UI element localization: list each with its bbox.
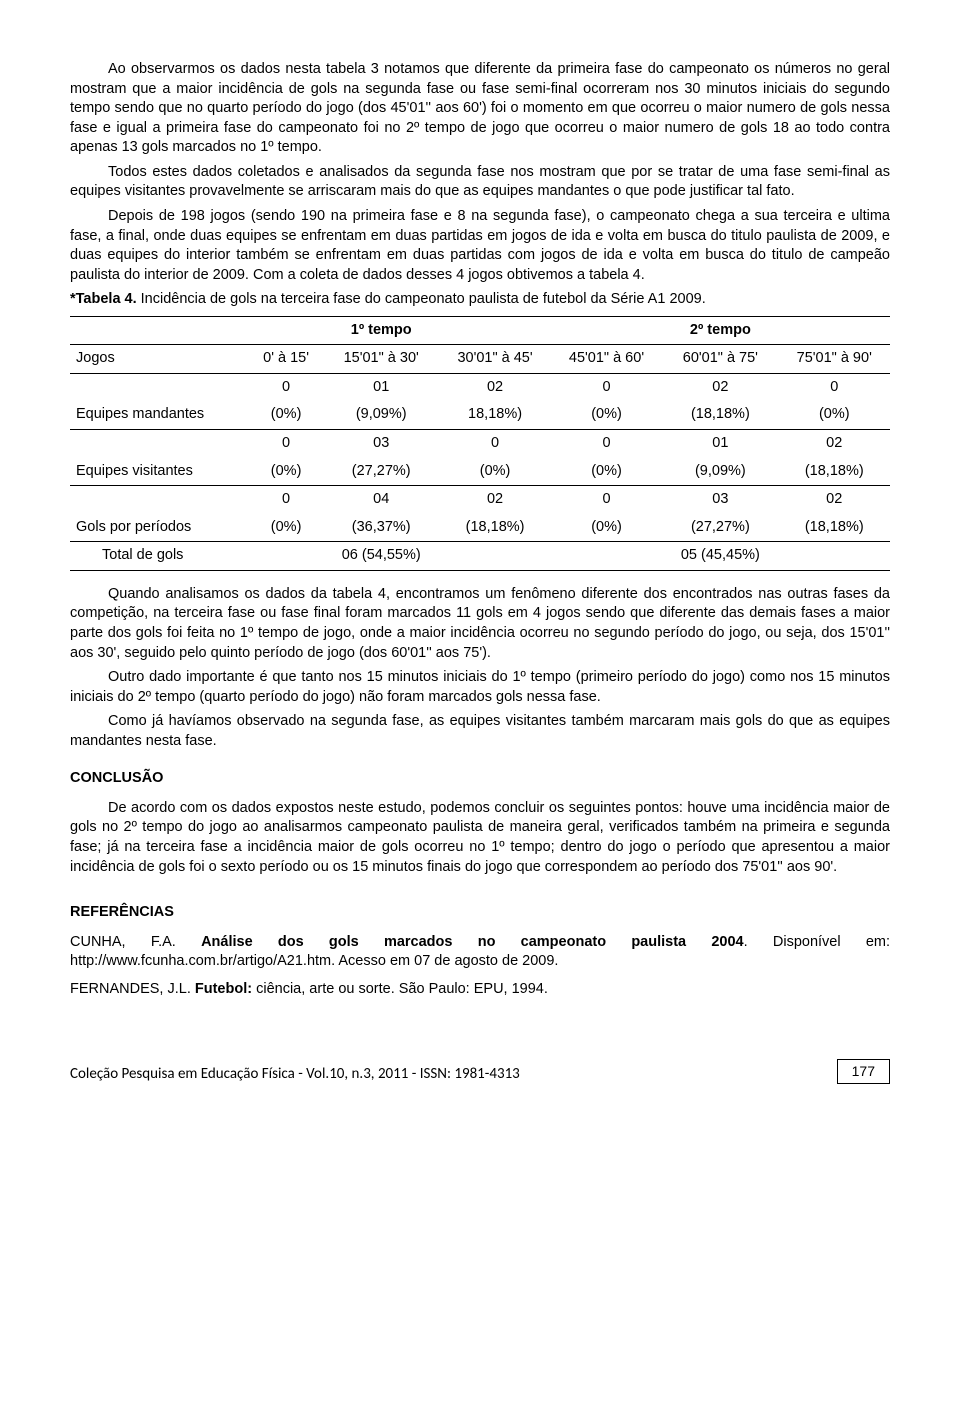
row1-label: Equipes mandantes [70, 401, 249, 429]
paragraph-5: Outro dado importante é que tanto nos 15… [70, 668, 890, 707]
r2b1: (27,27%) [323, 458, 439, 486]
r3t0: 0 [249, 486, 323, 514]
r2t3: 0 [551, 430, 662, 458]
r3t4: 03 [662, 486, 778, 514]
ref2-author: FERNANDES, J.L. [70, 981, 195, 997]
r1t3: 0 [551, 373, 662, 401]
col-h-1: 15'01" à 30' [323, 345, 439, 374]
r2t2: 0 [439, 430, 550, 458]
r1t2: 02 [439, 373, 550, 401]
paragraph-2: Todos estes dados coletados e analisados… [70, 163, 890, 202]
paragraph-1: Ao observarmos os dados nesta tabela 3 n… [70, 60, 890, 158]
col-h-0: 0' à 15' [249, 345, 323, 374]
paragraph-6: Como já havíamos observado na segunda fa… [70, 712, 890, 751]
r1t0: 0 [249, 373, 323, 401]
ref2-rest: ciência, arte ou sorte. São Paulo: EPU, … [252, 981, 548, 997]
r3t3: 0 [551, 486, 662, 514]
table-caption-label: *Tabela 4. [70, 291, 137, 307]
r3b2: (18,18%) [439, 514, 550, 542]
row3-label: Gols por períodos [70, 514, 249, 542]
row4-val1: 06 (54,55%) [323, 542, 439, 571]
r1b5: (0%) [779, 401, 891, 429]
row4-val2: 05 (45,45%) [662, 542, 778, 571]
r2t0: 0 [249, 430, 323, 458]
r3b5: (18,18%) [779, 514, 891, 542]
col-h-3: 45'01" à 60' [551, 345, 662, 374]
r2t1: 03 [323, 430, 439, 458]
table-caption: *Tabela 4. Incidência de gols na terceir… [70, 290, 890, 310]
page-number: 177 [837, 1059, 890, 1084]
conclusao-text: De acordo com os dados expostos neste es… [70, 799, 890, 877]
r2b0: (0%) [249, 458, 323, 486]
r1t4: 02 [662, 373, 778, 401]
r1t5: 0 [779, 373, 891, 401]
reference-1: CUNHA, F.A. Análise dos gols marcados no… [70, 933, 890, 972]
ref1-title: Análise dos gols marcados no campeonato … [201, 934, 744, 950]
col-jogos: Jogos [70, 345, 249, 374]
r1t1: 01 [323, 373, 439, 401]
r2t4: 01 [662, 430, 778, 458]
r3b0: (0%) [249, 514, 323, 542]
paragraph-4: Quando analisamos os dados da tabela 4, … [70, 585, 890, 663]
table-caption-text: Incidência de gols na terceira fase do c… [137, 291, 706, 307]
r3b4: (27,27%) [662, 514, 778, 542]
tabela-4: 1º tempo 2º tempo Jogos 0' à 15' 15'01" … [70, 316, 890, 571]
r3t5: 02 [779, 486, 891, 514]
header-2tempo: 2º tempo [662, 316, 778, 345]
r3t1: 04 [323, 486, 439, 514]
r2b3: (0%) [551, 458, 662, 486]
r1b1: (9,09%) [323, 401, 439, 429]
col-h-2: 30'01" à 45' [439, 345, 550, 374]
r3b1: (36,37%) [323, 514, 439, 542]
r3t2: 02 [439, 486, 550, 514]
page-footer: Coleção Pesquisa em Educação Física - Vo… [70, 1059, 890, 1084]
r1b2: 18,18%) [439, 401, 550, 429]
r3b3: (0%) [551, 514, 662, 542]
referencias-heading: REFERÊNCIAS [70, 903, 890, 923]
r2b4: (9,09%) [662, 458, 778, 486]
r1b3: (0%) [551, 401, 662, 429]
row2-label: Equipes visitantes [70, 458, 249, 486]
col-h-5: 75'01" à 90' [779, 345, 891, 374]
conclusao-heading: CONCLUSÃO [70, 769, 890, 789]
r1b0: (0%) [249, 401, 323, 429]
col-h-4: 60'01" à 75' [662, 345, 778, 374]
ref1-author: CUNHA, F.A. [70, 934, 201, 950]
r2t5: 02 [779, 430, 891, 458]
row4-label: Total de gols [70, 542, 249, 571]
paragraph-3: Depois de 198 jogos (sendo 190 na primei… [70, 207, 890, 285]
r1b4: (18,18%) [662, 401, 778, 429]
r2b2: (0%) [439, 458, 550, 486]
journal-info: Coleção Pesquisa em Educação Física - Vo… [70, 1064, 520, 1084]
reference-2: FERNANDES, J.L. Futebol: ciência, arte o… [70, 980, 890, 1000]
header-1tempo: 1º tempo [323, 316, 439, 345]
ref2-title: Futebol: [195, 981, 252, 997]
r2b5: (18,18%) [779, 458, 891, 486]
